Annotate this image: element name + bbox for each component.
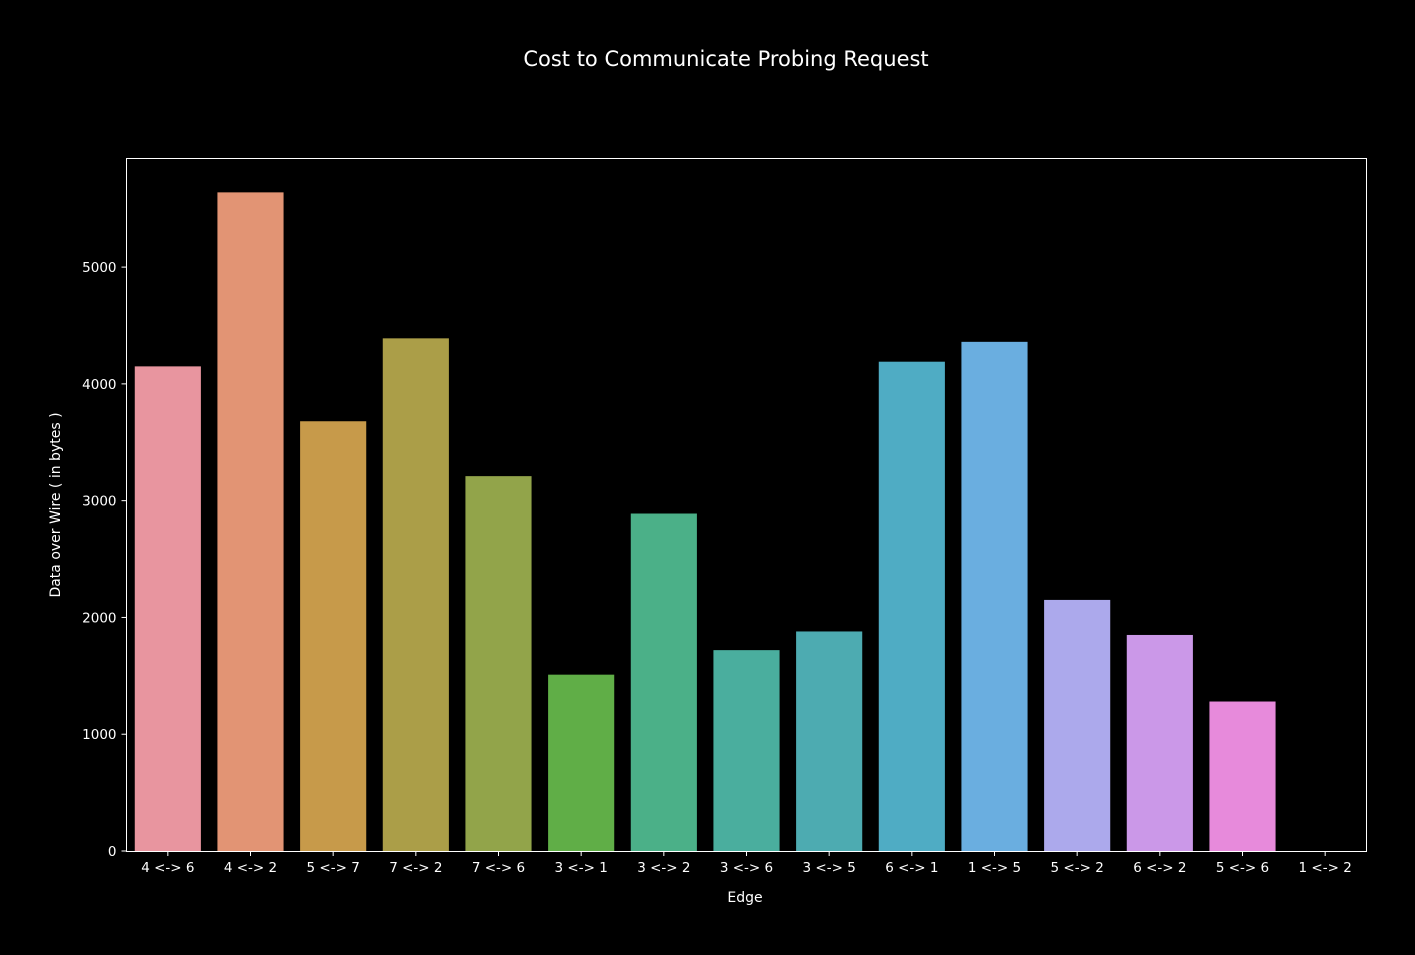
bar-10	[878, 361, 945, 851]
x-tick-label: 3 <-> 5	[803, 860, 856, 876]
bar-3	[300, 421, 367, 851]
x-tick-label: 6 <-> 1	[885, 860, 938, 876]
x-tick-label: 5 <-> 7	[307, 860, 360, 876]
bar-6	[548, 674, 615, 851]
bar-1	[134, 366, 201, 851]
y-tick-label: 2000	[82, 610, 116, 626]
bar-2	[217, 192, 284, 851]
x-axis-ticks: 4 <-> 6 4 <-> 2 5 <-> 7 7 <-> 2 7 <-> 6 3 <->…	[141, 851, 1352, 876]
bar-13	[1126, 634, 1193, 851]
bar-8	[713, 650, 780, 851]
x-tick-label: 7 <-> 6	[472, 860, 525, 876]
bar-14	[1209, 701, 1276, 851]
y-axis-ticks: 0 1000 2000 3000 4000 5000	[82, 260, 127, 860]
x-tick-label: 5 <-> 6	[1216, 860, 1269, 876]
x-tick-label: 3 <-> 6	[720, 860, 773, 876]
bar-11	[961, 341, 1028, 851]
y-tick-label: 3000	[82, 494, 116, 510]
bar-4	[382, 338, 449, 852]
x-tick-label: 3 <-> 1	[555, 860, 608, 876]
x-tick-label: 3 <-> 2	[637, 860, 690, 876]
y-tick-label: 0	[108, 844, 117, 860]
x-tick-label: 4 <-> 2	[224, 860, 277, 876]
x-tick-label: 4 <-> 6	[141, 860, 194, 876]
bar-7	[630, 513, 697, 851]
x-axis-label: Edge	[727, 890, 762, 906]
bar-12	[1044, 599, 1111, 851]
bar-5	[465, 476, 532, 851]
x-tick-label: 7 <-> 2	[389, 860, 442, 876]
x-tick-label: 1 <-> 2	[1299, 860, 1352, 876]
bars-group	[134, 192, 1276, 852]
bar-9	[796, 631, 863, 851]
x-tick-label: 6 <-> 2	[1133, 860, 1186, 876]
y-tick-label: 1000	[82, 727, 116, 743]
y-tick-label: 4000	[82, 377, 116, 393]
y-tick-label: 5000	[82, 260, 116, 276]
chart-title: Cost to Communicate Probing Request	[523, 47, 928, 71]
y-axis-label: Data over Wire ( in bytes )	[48, 412, 64, 597]
x-tick-label: 1 <-> 5	[968, 860, 1021, 876]
x-tick-label: 5 <-> 2	[1051, 860, 1104, 876]
plot-frame	[126, 158, 1367, 852]
